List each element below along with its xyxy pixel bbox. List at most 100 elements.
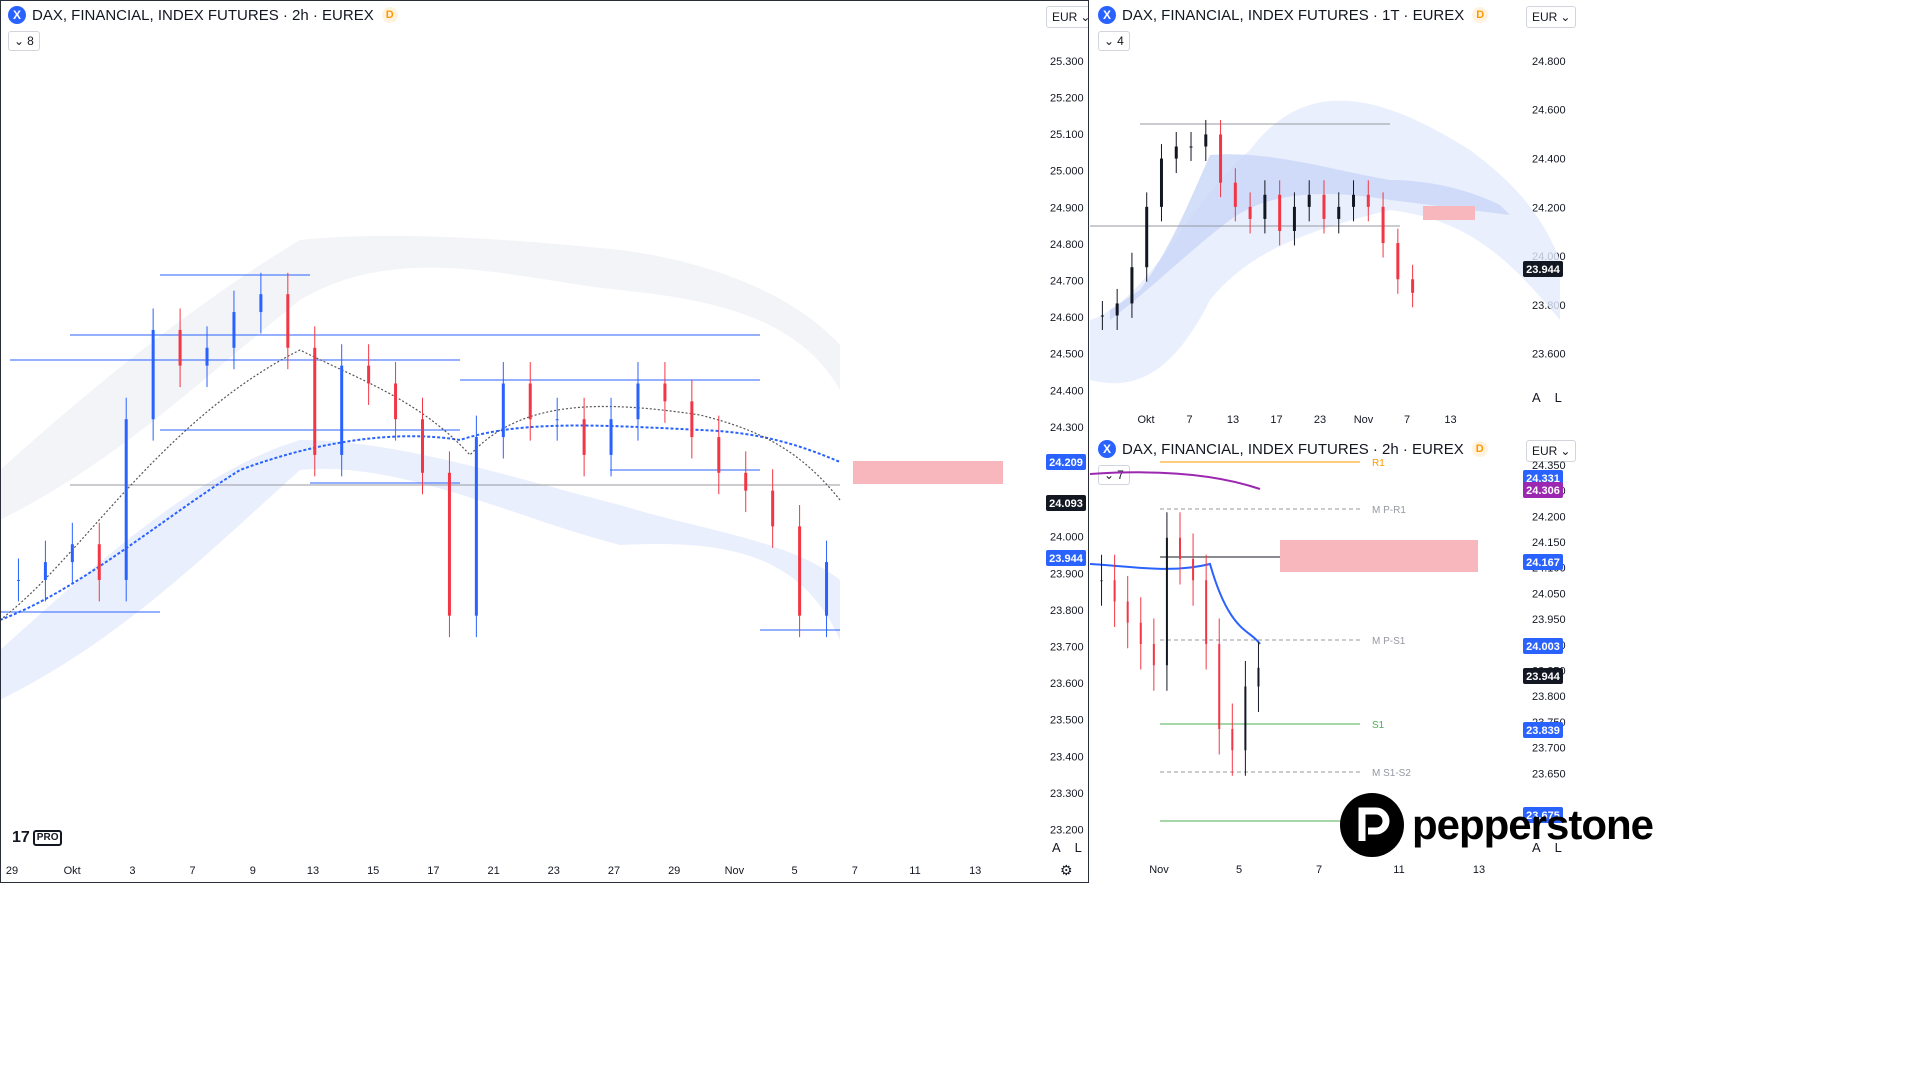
main-chart-canvas[interactable]: 25.300 25.200 25.100 25.000 24.900 24.800 24.7… (0, 0, 1089, 883)
y-tick-label: 24.050 (1532, 588, 1566, 600)
log-scale-button[interactable]: L (1554, 840, 1562, 855)
price-tag-box (1523, 482, 1563, 498)
y-tick-label: 23.800 (1050, 605, 1084, 617)
delay-badge: D (381, 7, 398, 23)
y-tick-label: 24.200 (1532, 511, 1566, 523)
price-tag-box (1523, 807, 1563, 823)
candle-body (1396, 243, 1400, 280)
pivot-chart-header: X DAX, FINANCIAL, INDEX FUTURES · 2h · E… (1090, 434, 1488, 464)
daily-chart-pane[interactable]: X DAX, FINANCIAL, INDEX FUTURES · 1T · E… (1090, 0, 1911, 432)
main-chart-title[interactable]: DAX, FINANCIAL, INDEX FUTURES · 2h · EUR… (32, 6, 374, 24)
bollinger-band (1090, 100, 1560, 384)
y-tick-label: 25.300 (1050, 56, 1084, 68)
x-tick-label: 7 (190, 865, 196, 877)
y-tick-label: 23.700 (1050, 642, 1084, 654)
main-chart-pane[interactable]: X DAX, FINANCIAL, INDEX FUTURES · 2h · E… (0, 0, 1089, 883)
supply-zone (1280, 540, 1478, 572)
pivot-level-label: M P-S1 (1372, 636, 1406, 647)
pivot-chart-canvas[interactable]: 24.35024.25024.20024.15024.10024.05023.9… (1090, 434, 1911, 883)
settings-gear-icon[interactable]: ⚙ (1060, 862, 1073, 878)
candle-body (1204, 134, 1208, 147)
daily-chart-title[interactable]: DAX, FINANCIAL, INDEX FUTURES · 1T · EUR… (1122, 6, 1465, 24)
x-tick-label: Okt (1137, 414, 1154, 426)
auto-scale-button[interactable]: A (1532, 840, 1541, 855)
y-tick-label: 24.800 (1532, 56, 1566, 68)
symbol-logo-icon: X (8, 6, 26, 24)
chevron-down-icon: ⌄ (1104, 468, 1115, 482)
candle-body (1192, 559, 1195, 581)
x-tick-label: Nov (725, 865, 745, 877)
y-tick-label: 23.400 (1050, 751, 1084, 763)
price-tag-box (1046, 550, 1086, 566)
candle-body (205, 347, 209, 366)
candle-body (16, 579, 20, 581)
candle-body (771, 490, 775, 527)
delay-badge: D (1471, 441, 1488, 457)
candle-body (1307, 194, 1311, 207)
candle-body (1337, 206, 1341, 219)
pivot-chart-title[interactable]: DAX, FINANCIAL, INDEX FUTURES · 2h · EUR… (1122, 440, 1464, 458)
x-tick-label: 29 (6, 865, 18, 877)
indicator-count: 8 (27, 34, 34, 48)
candle-body (1205, 580, 1208, 644)
x-tick-label: 13 (969, 865, 981, 877)
currency-selector[interactable]: EUR ⌄ (1046, 6, 1089, 28)
tv-logo-icon: 17 (12, 829, 30, 846)
candle-body (1145, 206, 1149, 268)
pepperstone-wordmark: pepperstone (1411, 801, 1654, 848)
x-tick-label: 13 (1227, 414, 1239, 426)
y-tick-label: 24.300 (1050, 422, 1084, 434)
indicator-collapse-button[interactable]: ⌄ 7 (1098, 465, 1130, 485)
price-tag-box (1523, 554, 1563, 570)
x-tick-label: 23 (1314, 414, 1326, 426)
candle-body (1292, 206, 1296, 231)
pivot-chart-pane[interactable]: X DAX, FINANCIAL, INDEX FUTURES · 2h · E… (1090, 434, 1911, 883)
candle-body (636, 383, 640, 420)
y-tick-label: 23.950 (1532, 614, 1566, 626)
auto-scale-button[interactable]: A (1532, 390, 1541, 405)
currency-label: EUR (1052, 10, 1078, 24)
x-tick-label: 17 (1270, 414, 1282, 426)
y-tick-label: 23.600 (1532, 349, 1566, 361)
price-tag-label: 23.944 (1526, 264, 1561, 276)
indicator-collapse-button[interactable]: ⌄ 4 (1098, 31, 1130, 51)
candle-body (609, 419, 613, 455)
indicator-line (1090, 562, 1261, 645)
auto-scale-button[interactable]: A (1052, 840, 1061, 855)
candle-body (1139, 622, 1142, 644)
candle-body (178, 329, 182, 366)
currency-selector[interactable]: EUR ⌄ (1526, 440, 1577, 462)
x-tick-label: 13 (307, 865, 319, 877)
currency-selector[interactable]: EUR ⌄ (1526, 6, 1577, 28)
currency-label: EUR (1532, 10, 1558, 24)
log-scale-button[interactable]: L (1074, 840, 1082, 855)
y-tick-label: 24.900 (1050, 202, 1084, 214)
x-tick-label: Nov (1149, 864, 1169, 876)
candle-body (286, 294, 290, 348)
indicator-count: 7 (1117, 468, 1124, 482)
x-tick-label: 11 (1393, 864, 1404, 876)
candle-body (1233, 182, 1237, 207)
pivot-level-label: M P-R1 (1372, 505, 1406, 516)
candle-body (340, 365, 344, 455)
candle-body (1179, 537, 1181, 559)
x-tick-label: 17 (427, 865, 439, 877)
candle-body (1366, 194, 1370, 207)
candle-body (1381, 206, 1385, 244)
x-tick-label: 5 (1236, 864, 1242, 876)
x-tick-label: 13 (1444, 414, 1456, 426)
candle-body (1130, 267, 1134, 304)
log-scale-button[interactable]: L (1554, 390, 1562, 405)
y-tick-label: 23.800 (1532, 691, 1566, 703)
price-tag-label: 23.944 (1526, 671, 1561, 683)
daily-chart-canvas[interactable]: 24.80024.60024.40024.20024.00023.80023.6… (1090, 0, 1911, 432)
y-tick-label: 24.200 (1532, 202, 1566, 214)
x-tick-label: 7 (1316, 864, 1322, 876)
indicator-collapse-button[interactable]: ⌄ 8 (8, 31, 40, 51)
x-tick-label: 15 (367, 865, 379, 877)
price-tag-box (1523, 638, 1563, 654)
candle-body (555, 419, 559, 421)
candle-body (528, 383, 532, 420)
